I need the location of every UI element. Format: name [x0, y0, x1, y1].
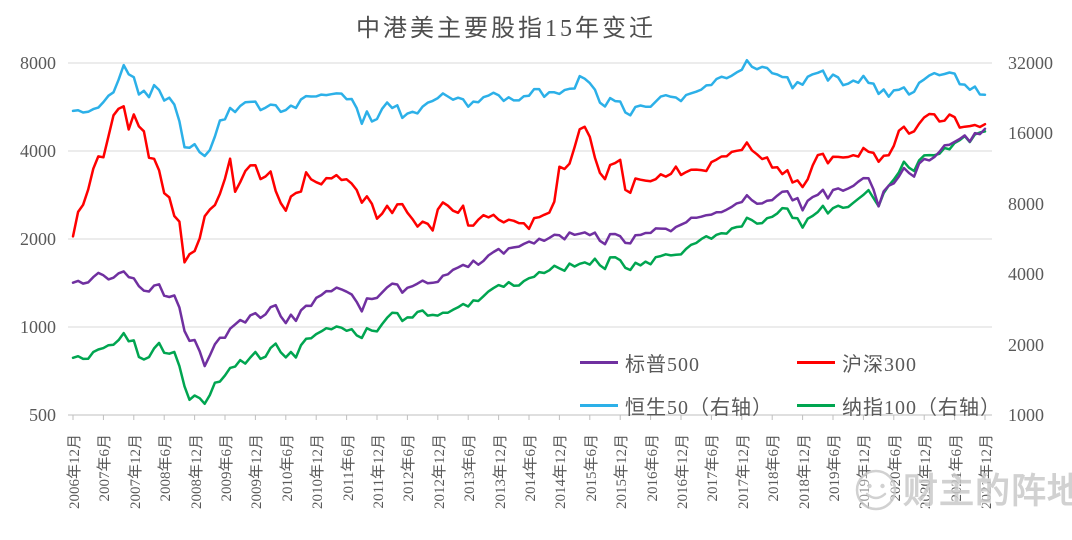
- y-axis-label-left: 1000: [20, 317, 56, 337]
- x-axis-label: 2013年6月: [462, 434, 478, 502]
- legend-label-ndx100: 纳指100（右轴）: [842, 396, 1001, 419]
- x-axis-label: 2017年6月: [705, 434, 721, 502]
- x-axis-label: 2010年6月: [280, 434, 296, 502]
- x-axis-label: 2006年12月: [67, 434, 83, 510]
- x-axis-label: 2014年6月: [523, 434, 539, 502]
- legend-swatch-sp500: [580, 360, 618, 364]
- x-axis-label: 2011年6月: [341, 434, 357, 501]
- y-axis-label-right: 1000: [1008, 405, 1044, 425]
- x-axis-label: 2019年12月: [857, 434, 873, 510]
- legend-swatch-hsi50: [580, 403, 618, 407]
- y-axis-label-right: 4000: [1008, 264, 1044, 284]
- x-axis-label: 2010年12月: [310, 434, 326, 510]
- x-axis-label: 2019年6月: [827, 434, 843, 502]
- legend-item-hsi50: 恒生50（右轴）: [580, 394, 773, 419]
- legend-swatch-ndx100: [797, 403, 835, 407]
- legend-label-sp500: 标普500: [625, 353, 700, 376]
- legend-item-ndx100: 纳指100（右轴）: [797, 394, 1001, 419]
- legend-item-sp500: 标普500: [580, 351, 700, 376]
- x-axis-label: 2021年12月: [979, 434, 995, 510]
- x-axis-label: 2014年12月: [553, 434, 569, 510]
- chart-title: 中港美主要股指15年变迁: [356, 16, 656, 42]
- x-axis-label: 2008年12月: [189, 434, 205, 510]
- y-axis-label-right: 32000: [1008, 53, 1053, 73]
- legend-label-csi300: 沪深300: [842, 353, 917, 376]
- legend-item-csi300: 沪深300: [797, 351, 917, 376]
- x-axis-label: 2012年12月: [432, 434, 448, 510]
- x-axis-label: 2015年6月: [584, 434, 600, 502]
- series-line-sp500: [71, 127, 987, 368]
- x-axis-label: 2016年12月: [675, 434, 691, 510]
- x-axis-label: 2008年6月: [158, 434, 174, 502]
- x-axis-label: 2012年6月: [401, 434, 417, 502]
- y-axis-label-right: 2000: [1008, 335, 1044, 355]
- x-axis-label: 2017年12月: [736, 434, 752, 510]
- x-axis-label: 2009年12月: [249, 434, 265, 510]
- x-axis-label: 2011年12月: [371, 434, 387, 509]
- series-line-ndx100: [71, 130, 987, 406]
- x-axis-label: 2009年6月: [219, 434, 235, 502]
- y-axis-label-right: 8000: [1008, 194, 1044, 214]
- legend-label-hsi50: 恒生50（右轴）: [625, 396, 773, 419]
- y-axis-label-left: 4000: [20, 141, 56, 161]
- y-axis-label-right: 16000: [1008, 123, 1053, 143]
- x-axis-label: 2018年6月: [766, 434, 782, 502]
- x-axis-label: 2016年6月: [645, 434, 661, 502]
- series-line-hsi50: [71, 58, 987, 158]
- x-axis-label: 2013年12月: [493, 434, 509, 510]
- x-axis-label: 2015年12月: [614, 434, 630, 510]
- x-axis-label: 2021年6月: [949, 434, 965, 502]
- y-axis-label-left: 2000: [20, 229, 56, 249]
- y-axis-label-left: 500: [29, 405, 56, 425]
- x-axis-label: 2020年12月: [918, 434, 934, 510]
- legend-swatch-csi300: [797, 360, 835, 364]
- x-axis-label: 2007年6月: [97, 434, 113, 502]
- x-axis-label: 2018年12月: [797, 434, 813, 510]
- x-axis-label: 2007年12月: [128, 434, 144, 510]
- y-axis-label-left: 8000: [20, 53, 56, 73]
- series-line-csi300: [71, 105, 987, 264]
- x-axis-label: 2020年6月: [888, 434, 904, 502]
